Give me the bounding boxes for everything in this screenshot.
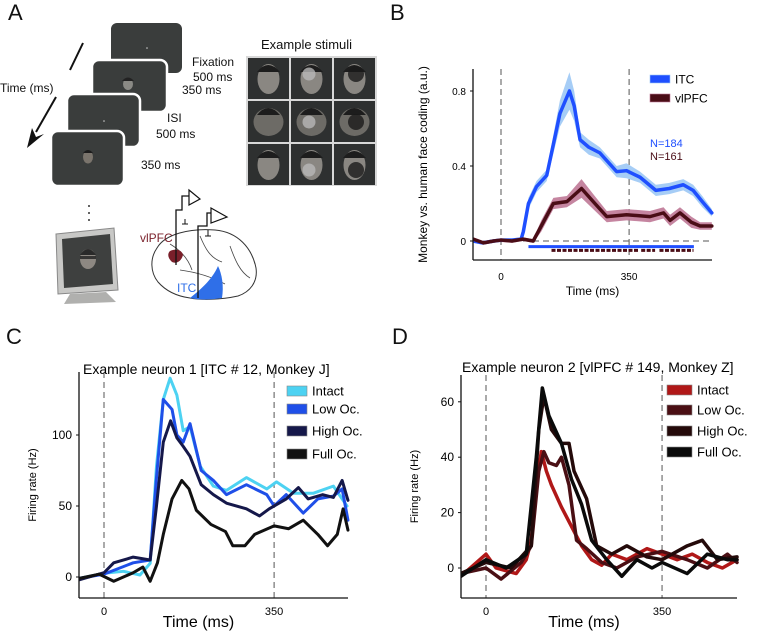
y-axis-label: Firing rate (Hz) (27, 448, 39, 521)
legend-swatch (286, 448, 308, 460)
screen-stimulus-2 (49, 129, 126, 188)
x-tick-label: 0 (498, 272, 504, 283)
legend-label: Low Oc. (312, 402, 360, 417)
time-arrow-upper (69, 42, 84, 71)
chart-title: Example neuron 1 [ITC # 12, Monkey J] (83, 361, 330, 377)
panel-label-a: A (8, 0, 23, 25)
x-axis-label: Time (ms) (163, 614, 234, 631)
legend-swatch (666, 446, 693, 458)
stimulus-1-duration: 350 ms (182, 83, 222, 97)
legend-label: vlPFC (675, 92, 708, 106)
plot-area (461, 386, 739, 581)
x-tick-label: 0 (483, 606, 489, 618)
stimulus-hair (300, 108, 323, 115)
x-tick-label: 0 (101, 606, 107, 618)
stimulus-hair (300, 151, 323, 158)
panel-c-chart: 0 50 100 0 350 Time (ms) Firing rate (Hz) Examp… (27, 361, 363, 631)
plot-area (473, 72, 714, 245)
stimulus-occluder (348, 66, 364, 82)
panel-a-schematic (27, 21, 377, 304)
stimulus-hair (257, 151, 280, 158)
legend-label: High Oc. (312, 424, 363, 439)
x-axis-label: Time (ms) (548, 614, 619, 631)
x-tick-label: 350 (621, 272, 638, 283)
stimulus-occluder (302, 67, 316, 81)
y-axis-label: Firing rate (Hz) (409, 450, 421, 523)
stimulus-2-duration: 350 ms (141, 158, 181, 172)
legend-swatch (649, 74, 671, 84)
time-arrow-lower (35, 96, 57, 133)
time-arrowhead-icon (27, 128, 44, 148)
series-line-high-oc- (79, 419, 350, 582)
y-tick-label: 0 (65, 570, 72, 584)
panel-label-c: C (6, 324, 22, 349)
panel-label-d: D (392, 324, 408, 349)
legend-swatch (666, 404, 693, 416)
legend-swatch (286, 425, 308, 437)
legend-swatch (286, 403, 308, 415)
isi-label: ISI (167, 111, 182, 125)
series-line-high-oc- (461, 394, 739, 576)
stimulus-hair (257, 108, 280, 115)
legend-swatch (286, 385, 308, 397)
x-tick-label: 350 (265, 606, 283, 618)
y-tick-label: 20 (441, 506, 455, 520)
stimulus-occluder (302, 163, 316, 177)
y-tick-label: 0.4 (452, 162, 466, 173)
y-tick-label: 0 (447, 561, 454, 575)
legend-label: Full Oc. (312, 447, 357, 462)
isi-duration: 500 ms (156, 127, 196, 141)
y-tick-label: 100 (52, 428, 72, 442)
legend-swatch (666, 425, 693, 437)
y-tick-label: 50 (59, 499, 73, 513)
monitor-icon (55, 227, 119, 304)
plot-area (79, 376, 350, 583)
panel-label-b: B (390, 0, 405, 25)
legend-swatch (649, 93, 671, 103)
y-tick-label: 0 (460, 237, 466, 248)
brain-diagram (151, 188, 257, 300)
time-axis-label: Time (ms) (0, 81, 54, 95)
y-tick-label: 40 (441, 450, 455, 464)
sample-size-annotation: N=184 (650, 138, 683, 150)
series-line-full-oc- (461, 386, 739, 579)
y-axis-label: Monkey vs. human face coding (a.u.) (416, 66, 430, 263)
electrode-vlpfc (175, 195, 190, 265)
legend-label: ITC (675, 73, 695, 87)
legend-label: Intact (312, 384, 344, 399)
electrode-itc (197, 212, 212, 298)
example-stimuli-grid (246, 56, 377, 186)
series-line-low-oc- (461, 449, 739, 581)
stimulus-hair (343, 151, 366, 158)
sample-size-annotation: N=161 (650, 151, 683, 163)
fixation-duration: 500 ms (193, 70, 233, 84)
stimulus-hair (343, 108, 366, 115)
series-line-full-oc- (79, 478, 350, 583)
x-tick-label: 350 (653, 606, 671, 618)
vlpfc-label: vlPFC (140, 231, 173, 245)
itc-region (190, 266, 223, 300)
legend-swatch (666, 384, 693, 396)
stimulus-occluder (348, 162, 364, 178)
x-axis-label: Time (ms) (566, 284, 620, 298)
fixation-label: Fixation (192, 55, 235, 69)
stimulus-occluder (348, 114, 364, 130)
example-stimuli-title: Example stimuli (261, 37, 353, 52)
legend-label: High Oc. (697, 424, 748, 439)
series-line-vlpfc (473, 186, 714, 245)
y-tick-label: 60 (441, 395, 455, 409)
legend-label: Full Oc. (697, 445, 742, 460)
ellipsis-dots (88, 205, 90, 221)
stimulus-hair (257, 65, 280, 72)
stimulus-occluder (302, 115, 316, 129)
series-line-low-oc- (79, 398, 350, 580)
itc-label: ITC (177, 281, 197, 295)
y-tick-label: 0.8 (452, 87, 466, 98)
legend-label: Low Oc. (697, 403, 745, 418)
panel-d-chart: 0 20 40 60 0 350 Time (ms) Firing rate (Hz) Exam… (409, 359, 748, 631)
chart-title: Example neuron 2 [vlPFC # 149, Monkey Z] (462, 359, 734, 375)
legend-label: Intact (697, 383, 729, 398)
